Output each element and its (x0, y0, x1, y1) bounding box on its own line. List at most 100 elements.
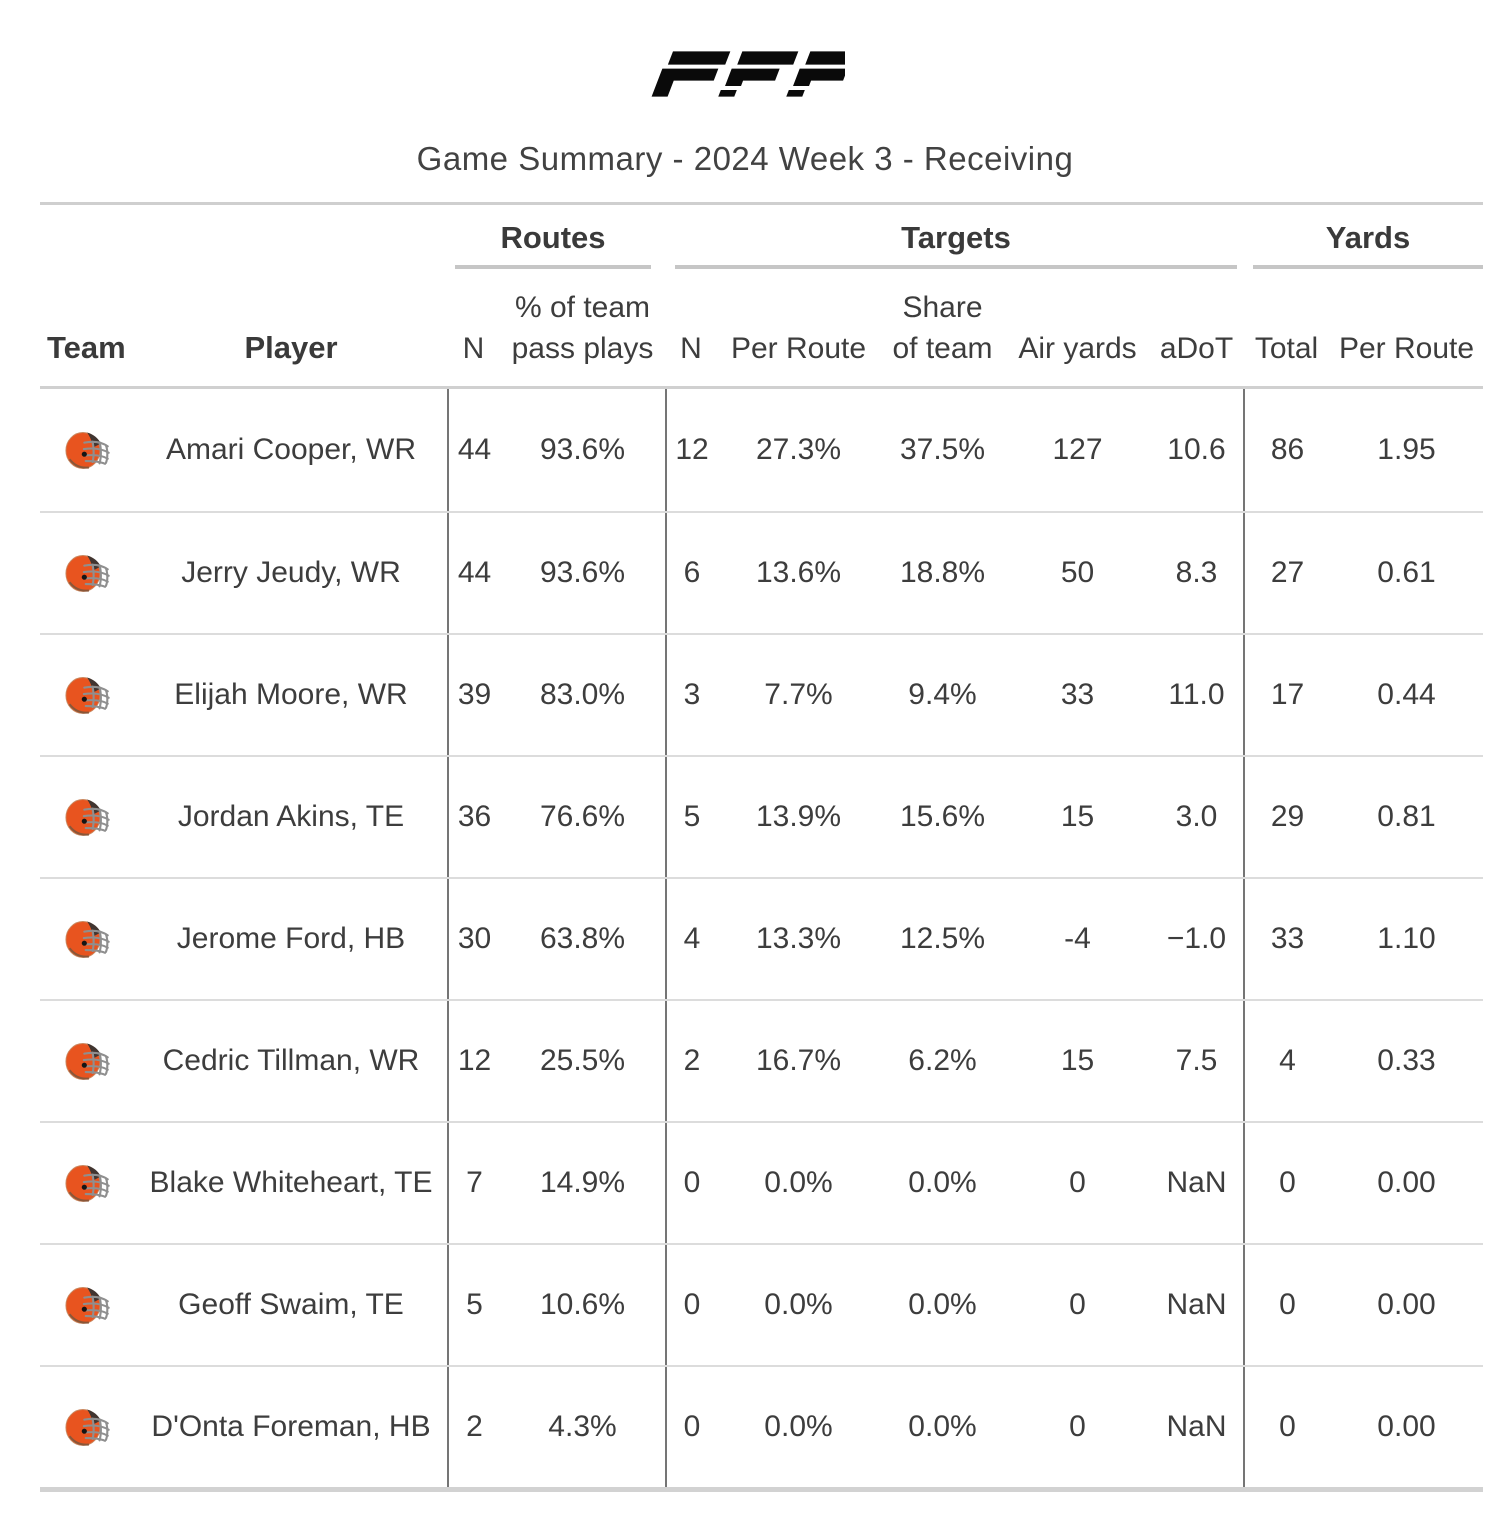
targets-per-route-value: 13.9% (755, 799, 842, 833)
yards-per-route-value: 0.81 (1377, 799, 1436, 833)
player-name: Elijah Moore, WR (174, 677, 408, 711)
browns-helmet-icon (64, 798, 110, 836)
col-header-targets-n: N (680, 332, 702, 366)
targets-share-value: 18.8% (899, 555, 986, 589)
routes-n-value: 5 (447, 1244, 500, 1365)
routes-pct-value: 25.5% (539, 1043, 626, 1077)
targets-per-route-value: 0.0% (764, 1287, 833, 1321)
routes-pct-value: 93.6% (539, 555, 626, 589)
player-name: Jordan Akins, TE (177, 799, 405, 833)
team-cell (40, 635, 135, 755)
targets-per-route-value: 0.0% (764, 1409, 833, 1443)
targets-n-value: 5 (665, 756, 717, 877)
targets-share-value: 37.5% (899, 432, 986, 466)
team-cell (40, 1367, 135, 1487)
team-cell (40, 513, 135, 633)
col-header-routes-pct: % of team pass plays (511, 291, 654, 366)
targets-share-value: 15.6% (899, 799, 986, 833)
col-header-yards-total: Total (1254, 332, 1319, 366)
team-cell (40, 1001, 135, 1121)
adot-value: 8.3 (1175, 555, 1218, 589)
page-title: Game Summary - 2024 Week 3 - Receiving (416, 140, 1074, 177)
targets-n-value: 2 (665, 1000, 717, 1121)
air-yards-value: 15 (1060, 1043, 1095, 1077)
routes-n-value: 39 (447, 634, 500, 755)
yards-total-value: 4 (1243, 1000, 1330, 1121)
table-row: Blake Whiteheart, TE 7 14.9% 0 0.0% 0.0%… (40, 1120, 1483, 1243)
team-cell (40, 1245, 135, 1365)
routes-n-value: 36 (447, 756, 500, 877)
col-header-team: Team (47, 330, 126, 366)
targets-per-route-value: 27.3% (755, 432, 842, 466)
targets-per-route-value: 0.0% (764, 1165, 833, 1199)
routes-n-value: 2 (447, 1366, 500, 1487)
browns-helmet-icon (64, 920, 110, 958)
browns-helmet-icon (64, 1408, 110, 1446)
browns-helmet-icon (64, 1042, 110, 1080)
targets-per-route-value: 13.6% (755, 555, 842, 589)
yards-per-route-value: 0.00 (1377, 1409, 1436, 1443)
routes-pct-value: 14.9% (539, 1165, 626, 1199)
routes-n-value: 7 (447, 1122, 500, 1243)
col-header-routes-n: N (462, 332, 485, 366)
adot-value: 10.6 (1167, 432, 1226, 466)
air-yards-value: 0 (1069, 1287, 1086, 1321)
routes-n-value: 12 (447, 1000, 500, 1121)
player-name: Jerry Jeudy, WR (181, 555, 401, 589)
team-cell (40, 389, 135, 511)
yards-total-value: 0 (1243, 1122, 1330, 1243)
table-column-header-row: Team Player N % of team pass plays N Per… (40, 269, 1483, 389)
adot-value: 11.0 (1168, 677, 1225, 711)
yards-per-route-value: 0.44 (1377, 677, 1436, 711)
table-row: Jordan Akins, TE 36 76.6% 5 13.9% 15.6% … (40, 754, 1483, 877)
targets-share-value: 0.0% (908, 1409, 977, 1443)
yards-per-route-value: 0.00 (1377, 1165, 1436, 1199)
routes-pct-value: 83.0% (539, 677, 626, 711)
browns-helmet-icon (64, 1164, 110, 1202)
table-body: Amari Cooper, WR 44 93.6% 12 27.3% 37.5%… (40, 388, 1483, 1492)
air-yards-value: -4 (1064, 921, 1091, 955)
browns-helmet-icon (64, 676, 110, 714)
table-row: Cedric Tillman, WR 12 25.5% 2 16.7% 6.2%… (40, 998, 1483, 1121)
routes-pct-value: 4.3% (548, 1409, 617, 1443)
table-row: Elijah Moore, WR 39 83.0% 3 7.7% 9.4% 33… (40, 632, 1483, 755)
player-name: D'Onta Foreman, HB (151, 1409, 431, 1443)
yards-per-route-value: 1.95 (1377, 432, 1436, 466)
table-row: Geoff Swaim, TE 5 10.6% 0 0.0% 0.0% 0 Na… (40, 1242, 1483, 1365)
receiving-table: Routes Targets Yards Team Player N % of … (40, 202, 1483, 1492)
air-yards-value: 33 (1060, 677, 1095, 711)
col-header-adot: aDoT (1159, 332, 1234, 366)
yards-per-route-value: 1.10 (1377, 921, 1436, 955)
air-yards-value: 15 (1060, 799, 1095, 833)
table-row: Amari Cooper, WR 44 93.6% 12 27.3% 37.5%… (40, 388, 1483, 511)
air-yards-value: 0 (1069, 1165, 1086, 1199)
adot-value: NaN (1166, 1409, 1227, 1443)
player-name: Jerome Ford, HB (176, 921, 406, 955)
routes-pct-value: 63.8% (539, 921, 626, 955)
routes-n-value: 30 (447, 878, 500, 999)
table-row: Jerry Jeudy, WR 44 93.6% 6 13.6% 18.8% 5… (40, 510, 1483, 633)
targets-n-value: 0 (665, 1244, 717, 1365)
adot-value: −1.0 (1166, 921, 1227, 955)
air-yards-value: 50 (1060, 555, 1095, 589)
yards-total-value: 33 (1243, 878, 1330, 999)
player-name: Geoff Swaim, TE (178, 1287, 404, 1321)
group-header-targets: Targets (675, 220, 1237, 269)
targets-n-value: 0 (665, 1366, 717, 1487)
routes-n-value: 44 (447, 388, 500, 511)
adot-value: 7.5 (1175, 1043, 1218, 1077)
routes-pct-value: 10.6% (539, 1287, 626, 1321)
browns-helmet-icon (64, 1286, 110, 1324)
targets-share-value: 9.4% (908, 677, 977, 711)
targets-per-route-value: 7.7% (764, 677, 833, 711)
routes-pct-value: 93.6% (539, 432, 626, 466)
targets-per-route-value: 13.3% (755, 921, 842, 955)
browns-helmet-icon (64, 431, 110, 469)
player-name: Blake Whiteheart, TE (149, 1165, 433, 1199)
targets-n-value: 12 (665, 388, 717, 511)
targets-share-value: 0.0% (908, 1165, 977, 1199)
targets-n-value: 4 (665, 878, 717, 999)
team-cell (40, 1123, 135, 1243)
air-yards-value: 127 (1052, 432, 1103, 466)
targets-n-value: 6 (665, 512, 717, 633)
